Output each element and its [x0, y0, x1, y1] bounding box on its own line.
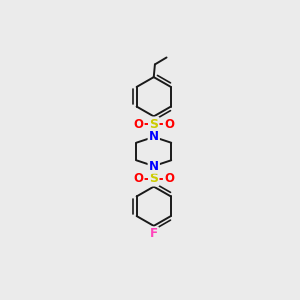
Text: S: S	[149, 118, 158, 131]
Text: S: S	[149, 172, 158, 185]
Text: F: F	[150, 227, 158, 241]
Text: N: N	[149, 160, 159, 172]
Text: N: N	[149, 130, 159, 143]
Text: O: O	[134, 172, 143, 185]
Text: O: O	[164, 172, 174, 185]
Text: O: O	[134, 118, 143, 131]
Text: O: O	[164, 118, 174, 131]
